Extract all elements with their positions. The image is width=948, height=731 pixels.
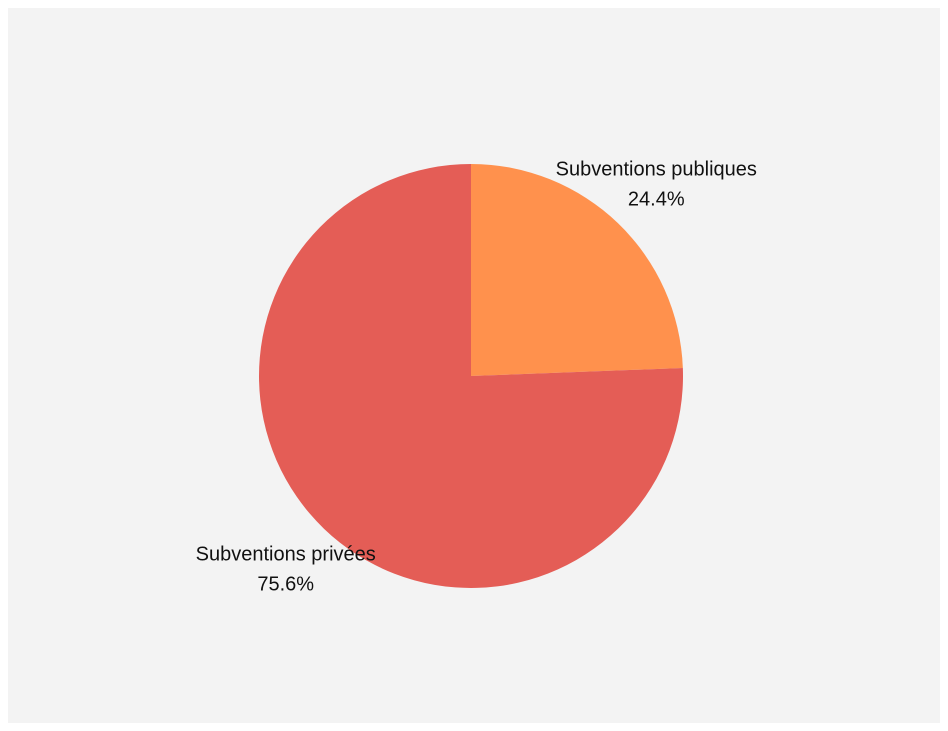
pie-labels: Subventions publiques 24.4% Subventions pr…	[196, 159, 757, 596]
pie-chart: Subventions publiques 24.4% Subventions pr…	[196, 159, 757, 596]
slice-label-1: Subventions publiques	[556, 159, 757, 181]
chart-panel: Subventions publiques 24.4% Subventions pr…	[8, 8, 940, 723]
slice-value-1: 24.4%	[628, 189, 685, 211]
slice-label-2: Subventions privées	[196, 543, 376, 565]
pie-slices	[259, 164, 683, 588]
slice-value-2: 75.6%	[257, 573, 314, 595]
pie-slice-1	[471, 164, 683, 376]
pie-slice-2	[259, 164, 683, 588]
